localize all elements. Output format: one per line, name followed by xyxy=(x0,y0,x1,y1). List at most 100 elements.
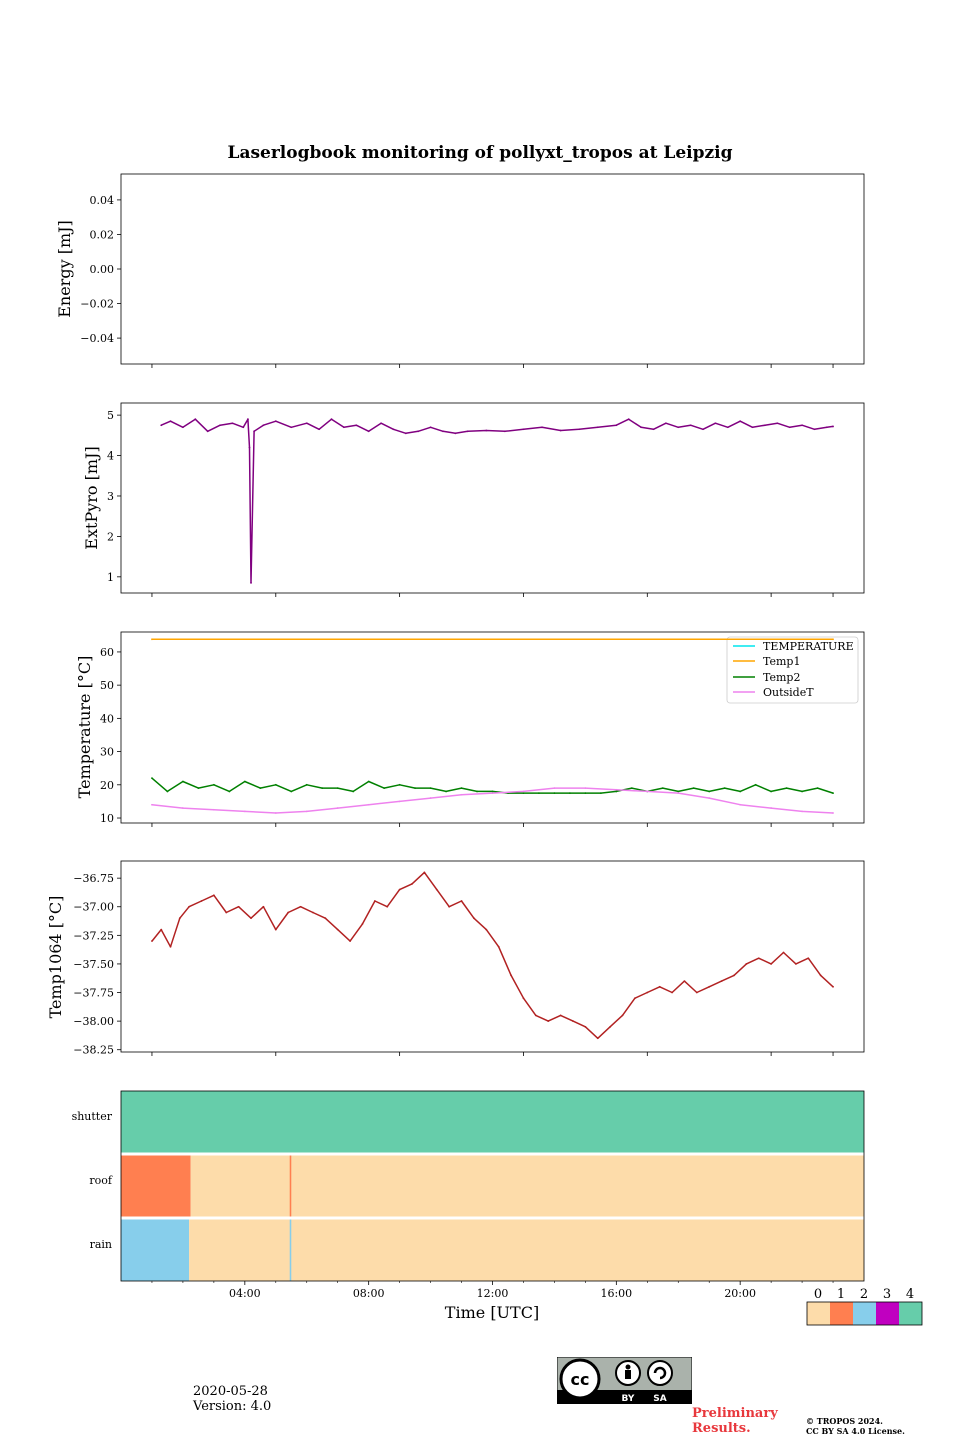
temperature-axes-frame xyxy=(120,631,865,824)
extpyro-point xyxy=(541,426,543,429)
extpyro-series-extpyro xyxy=(160,418,834,584)
temperature-point xyxy=(460,793,463,796)
status-xtick-label: 08:00 xyxy=(353,1287,385,1300)
temp1064-point xyxy=(757,957,760,960)
extpyro-point xyxy=(689,424,692,427)
temperature-point xyxy=(445,790,447,793)
temperature-point xyxy=(785,787,788,790)
temp1064-point xyxy=(621,1014,624,1017)
temperature-panel: Temperature [°C] TEMPERATURE Temp1 Temp2… xyxy=(75,631,865,827)
temperature-point xyxy=(770,790,773,793)
extpyro-point xyxy=(392,428,395,431)
extpyro-point xyxy=(442,430,444,433)
temp1064-point xyxy=(683,980,686,982)
temp1064-point xyxy=(386,905,389,908)
temperature-point xyxy=(584,792,587,795)
temp1064-point xyxy=(299,905,302,908)
legend-label-temp1: Temp1 xyxy=(763,655,800,668)
temperature-point xyxy=(336,787,339,790)
temperature-point xyxy=(599,792,602,795)
temperature-point xyxy=(630,787,633,790)
temp1064-point xyxy=(547,1020,550,1023)
temp1064-point xyxy=(160,928,163,931)
temp1064-point xyxy=(807,957,810,960)
temp1064-point xyxy=(646,991,649,994)
status-row-label-roof: roof xyxy=(89,1174,113,1187)
temperature-point xyxy=(770,807,773,809)
status-xtick-label: 20:00 xyxy=(724,1287,756,1300)
temperature-point xyxy=(522,792,525,795)
temperature-point xyxy=(212,783,215,786)
extpyro-point xyxy=(702,428,704,431)
extpyro-point xyxy=(832,425,834,428)
legend-label-temp2: Temp2 xyxy=(763,671,800,684)
extpyro-point xyxy=(627,418,630,421)
extpyro-ylabel: ExtPyro [mJ] xyxy=(82,446,101,549)
temp1064-point xyxy=(225,911,228,914)
legend-box xyxy=(726,636,859,704)
energy-panel: Energy [mJ] 0.04 0.02 0.00 −0.02 −0.04 xyxy=(55,173,865,368)
temp1064-panel: Temp1064 [°C] −36.75 −37.00 −37.25 −37.50 −3… xyxy=(46,860,865,1057)
temp1064-point xyxy=(212,894,215,897)
temp1064-ytick-label: −37.50 xyxy=(73,958,114,971)
preliminary-line-2: Results. xyxy=(692,1421,751,1436)
status-segment-roof xyxy=(121,1154,191,1218)
extpyro-point xyxy=(466,430,469,433)
extpyro-point xyxy=(751,426,754,429)
extpyro-point xyxy=(596,426,599,429)
status-xlabel: Time [UTC] xyxy=(445,1303,539,1322)
temp1064-ytick-label: −37.75 xyxy=(73,987,114,1000)
temperature-point xyxy=(398,783,401,786)
energy-axes-frame xyxy=(120,173,865,365)
extpyro-point xyxy=(404,432,407,435)
energy-ytick-label: 0.04 xyxy=(90,194,115,207)
temp1064-point xyxy=(237,905,240,908)
temp1064-point xyxy=(200,900,203,902)
temp1064-point xyxy=(485,928,488,931)
temp1064-point xyxy=(559,1014,562,1017)
status-segment-roof xyxy=(289,1154,292,1218)
status-segment-rain xyxy=(189,1217,864,1281)
temperature-ytick-label: 50 xyxy=(100,679,114,692)
extpyro-point xyxy=(206,430,209,433)
temperature-ytick-label: 60 xyxy=(100,646,114,659)
temperature-point xyxy=(661,787,664,790)
temp1064-point xyxy=(435,888,438,891)
colorbar-cell-4 xyxy=(899,1302,922,1325)
colorbar-cell-0 xyxy=(807,1302,830,1325)
temp1064-point xyxy=(262,905,265,908)
temperature-ytick-label: 30 xyxy=(100,746,114,759)
temp1064-series-temp1064 xyxy=(151,871,834,1040)
temp1064-point xyxy=(695,991,698,994)
extpyro-point xyxy=(367,430,370,433)
temperature-point xyxy=(429,787,432,790)
extpyro-point xyxy=(248,446,251,449)
temp1064-point xyxy=(460,900,463,902)
extpyro-point xyxy=(813,428,816,431)
extpyro-point xyxy=(664,422,667,425)
status-segment-shutter xyxy=(121,1091,864,1155)
extpyro-point xyxy=(503,430,506,433)
temperature-point xyxy=(677,790,680,793)
temp1064-point xyxy=(634,997,636,1000)
temp1064-point xyxy=(411,882,413,885)
temperature-point xyxy=(151,777,153,780)
temp1064-point xyxy=(361,923,364,925)
extpyro-point xyxy=(825,426,828,429)
extpyro-point xyxy=(615,424,618,427)
energy-ytick-label: −0.02 xyxy=(80,298,114,311)
status-xtick-label: 12:00 xyxy=(477,1287,509,1300)
extpyro-point xyxy=(454,432,457,435)
temperature-point xyxy=(615,790,618,793)
temperature-point xyxy=(708,790,711,793)
temperature-point xyxy=(723,787,726,790)
temp1064-point xyxy=(609,1025,612,1028)
temp1064-point xyxy=(324,917,327,920)
extpyro-point xyxy=(231,422,234,425)
temp1064-point xyxy=(497,945,500,948)
colorbar-frame xyxy=(806,1301,923,1326)
temp1064-point xyxy=(188,905,191,908)
temp1064-point xyxy=(534,1014,537,1017)
extpyro-point xyxy=(764,424,766,427)
